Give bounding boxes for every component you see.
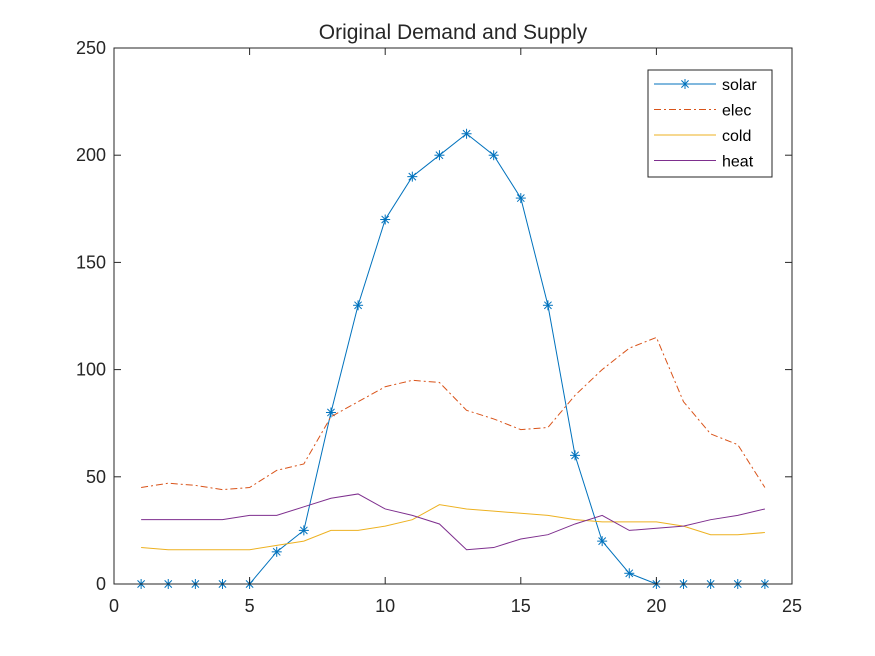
x-tick-label: 15 <box>511 596 531 616</box>
data-point <box>624 568 635 579</box>
y-tick-label: 0 <box>96 574 106 594</box>
x-tick-label: 20 <box>646 596 666 616</box>
data-point <box>461 128 472 139</box>
data-point <box>325 407 336 418</box>
series-cold <box>141 504 765 551</box>
chart-title: Original Demand and Supply <box>319 21 588 44</box>
legend-label: heat <box>722 154 754 171</box>
data-point <box>570 450 581 461</box>
y-tick-label: 200 <box>76 145 106 165</box>
data-point <box>597 536 608 547</box>
series-elec <box>141 336 766 491</box>
data-point <box>380 214 391 225</box>
data-point <box>407 171 418 182</box>
y-tick-label: 250 <box>76 38 106 58</box>
series-line-cold <box>141 504 765 551</box>
data-point <box>542 300 553 311</box>
legend-item-heat: heat <box>654 154 754 171</box>
legend-box <box>647 69 773 178</box>
y-tick-label: 50 <box>86 467 106 487</box>
axes-box <box>113 47 793 585</box>
legend-label: elec <box>722 103 751 120</box>
y-tick-label: 150 <box>76 252 106 272</box>
data-point <box>298 525 309 536</box>
legend: solar elec cold heat <box>647 69 773 178</box>
legend-label: cold <box>722 128 751 145</box>
series-heat <box>141 493 765 551</box>
data-point <box>515 193 526 204</box>
data-point <box>353 300 364 311</box>
legend-label: solar <box>722 77 757 94</box>
series-line-elec <box>141 336 766 491</box>
data-point <box>271 546 282 557</box>
x-tick-label: 25 <box>782 596 802 616</box>
legend-item-elec: elec <box>654 103 751 120</box>
series-line-heat <box>141 493 765 551</box>
x-tick-label: 0 <box>109 596 119 616</box>
x-tick-label: 10 <box>375 596 395 616</box>
y-tick-label: 100 <box>76 360 106 380</box>
data-point <box>488 150 499 161</box>
x-tick-label: 5 <box>245 596 255 616</box>
data-point <box>434 150 445 161</box>
legend-item-solar: solar <box>654 77 757 94</box>
legend-item-cold: cold <box>654 128 751 145</box>
